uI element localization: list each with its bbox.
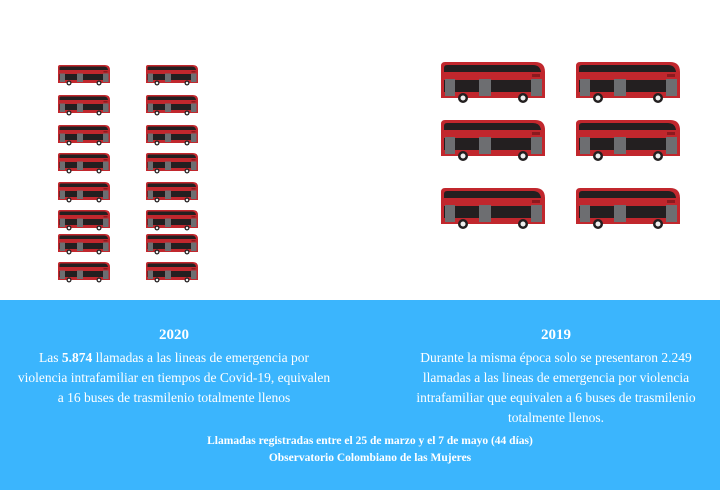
- bus-icon: [574, 118, 682, 162]
- text-before: Las: [38, 350, 62, 365]
- bus-icon: [574, 60, 682, 104]
- footer: Llamadas registradas entre el 25 de marz…: [200, 433, 540, 467]
- date-range-note: Llamadas registradas entre el 25 de marz…: [207, 435, 533, 447]
- bus-icon: [55, 261, 113, 283]
- bus-icon: [143, 181, 201, 203]
- highlight-count: 5.874: [61, 350, 93, 365]
- text-after: llamadas a las lineas de emergencia por …: [17, 350, 331, 405]
- source: Observatorio Colombiano de las Mujeres: [268, 452, 472, 464]
- bus-icon: [439, 118, 547, 162]
- bus-icon: [55, 64, 113, 86]
- bus-icon: [143, 64, 201, 86]
- year-2020: 2020: [159, 327, 189, 343]
- year-2019: 2019: [541, 327, 571, 343]
- bus-icon: [143, 261, 201, 283]
- bus-icon: [574, 186, 682, 230]
- description-2020: Las 5.874 llamadas a las lineas de emerg…: [15, 348, 333, 408]
- bus-icon: [55, 181, 113, 203]
- bus-icon: [55, 152, 113, 174]
- stat-2020: 2020 Las 5.874 llamadas a las lineas de …: [15, 327, 333, 408]
- stat-2019: 2019 Durante la misma época solo se pres…: [395, 327, 717, 428]
- bus-icon: [439, 186, 547, 230]
- bus-icon: [55, 209, 113, 231]
- description-2019: Durante la misma época solo se presentar…: [416, 350, 696, 425]
- bus-icon: [143, 152, 201, 174]
- bus-icon: [55, 124, 113, 146]
- bus-icon: [143, 124, 201, 146]
- bus-icon: [143, 94, 201, 116]
- bus-icon: [143, 233, 201, 255]
- info-panel: 2020 Las 5.874 llamadas a las lineas de …: [0, 300, 720, 490]
- bus-icon: [439, 60, 547, 104]
- bus-icon: [55, 233, 113, 255]
- bus-icon: [143, 209, 201, 231]
- bus-icon: [55, 94, 113, 116]
